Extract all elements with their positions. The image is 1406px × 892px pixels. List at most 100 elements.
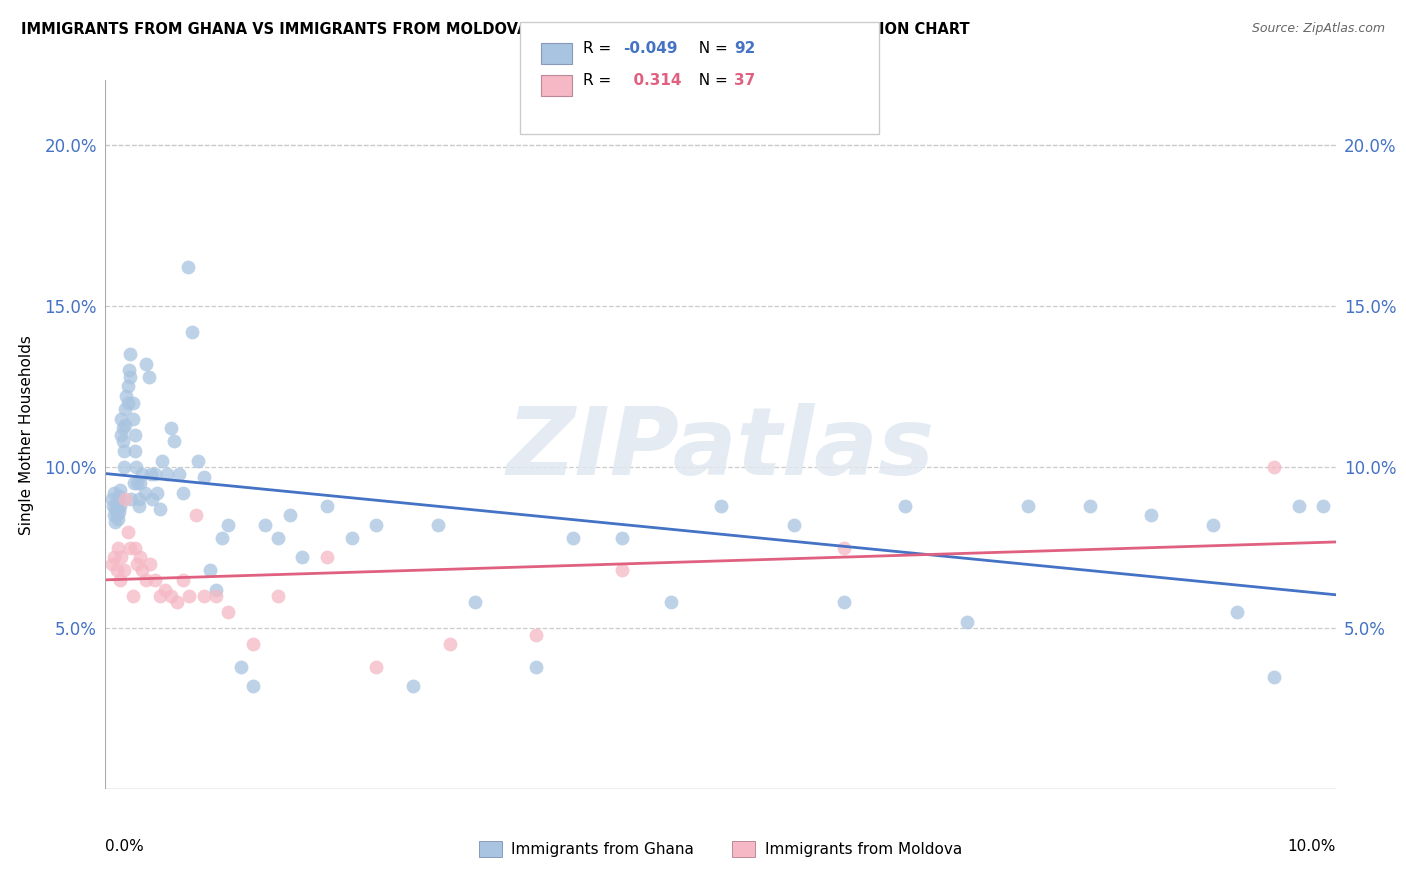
- Point: [108, 489, 131, 503]
- Point: [110, 428, 132, 442]
- Point: [143, 467, 166, 481]
- Point: [138, 369, 160, 384]
- Point: [661, 595, 683, 609]
- Point: [163, 434, 186, 449]
- Point: [135, 357, 157, 371]
- Point: [124, 444, 146, 458]
- Point: [110, 573, 132, 587]
- Point: [211, 531, 233, 545]
- Point: [114, 492, 136, 507]
- Text: R =: R =: [583, 73, 617, 88]
- Point: [832, 541, 855, 555]
- Point: [783, 518, 806, 533]
- Point: [120, 492, 142, 507]
- Point: [179, 589, 201, 603]
- Text: 37: 37: [734, 73, 755, 88]
- Point: [1312, 499, 1334, 513]
- Point: [129, 476, 152, 491]
- Point: [128, 492, 150, 507]
- Point: [832, 595, 855, 609]
- Point: [146, 486, 169, 500]
- Point: [1201, 518, 1223, 533]
- Point: [1263, 460, 1285, 475]
- Text: 92: 92: [734, 41, 755, 56]
- Point: [464, 595, 486, 609]
- Point: [172, 486, 194, 500]
- Point: [121, 589, 143, 603]
- Point: [114, 418, 136, 433]
- Text: 0.0%: 0.0%: [105, 839, 145, 854]
- Point: [229, 660, 252, 674]
- Point: [156, 467, 179, 481]
- Point: [115, 389, 138, 403]
- Point: [524, 660, 547, 674]
- Point: [439, 637, 461, 651]
- Point: [894, 499, 917, 513]
- Point: [198, 563, 221, 577]
- Point: [120, 347, 141, 361]
- Point: [187, 453, 209, 467]
- Point: [118, 363, 141, 377]
- Point: [112, 444, 135, 458]
- Point: [121, 411, 143, 425]
- Point: [104, 502, 127, 516]
- Point: [110, 411, 132, 425]
- Text: -0.049: -0.049: [623, 41, 678, 56]
- Point: [1017, 499, 1039, 513]
- Point: [114, 402, 136, 417]
- Point: [112, 460, 135, 475]
- Point: [105, 495, 128, 509]
- Point: [107, 511, 129, 525]
- Point: [612, 563, 634, 577]
- Point: [1263, 670, 1285, 684]
- Text: 0.314: 0.314: [623, 73, 682, 88]
- Point: [120, 369, 141, 384]
- Point: [218, 518, 240, 533]
- Point: [524, 628, 547, 642]
- Point: [1226, 605, 1249, 619]
- Point: [107, 492, 129, 507]
- Point: [105, 508, 128, 523]
- Text: ZIPatlas: ZIPatlas: [506, 403, 935, 495]
- Point: [169, 467, 191, 481]
- Legend: Immigrants from Ghana, Immigrants from Moldova: Immigrants from Ghana, Immigrants from M…: [474, 835, 967, 863]
- Point: [193, 589, 215, 603]
- Point: [139, 467, 162, 481]
- Point: [218, 605, 240, 619]
- Point: [186, 508, 208, 523]
- Point: [107, 541, 129, 555]
- Point: [149, 589, 172, 603]
- Point: [121, 395, 143, 409]
- Point: [127, 476, 149, 491]
- Point: [278, 508, 301, 523]
- Point: [366, 518, 388, 533]
- Point: [366, 660, 388, 674]
- Point: [111, 434, 134, 449]
- Point: [153, 582, 176, 597]
- Text: 10.0%: 10.0%: [1288, 839, 1336, 854]
- Point: [205, 589, 228, 603]
- Text: Source: ZipAtlas.com: Source: ZipAtlas.com: [1251, 22, 1385, 36]
- Point: [315, 499, 337, 513]
- Point: [193, 469, 215, 483]
- Point: [159, 421, 181, 435]
- Point: [340, 531, 363, 545]
- Point: [117, 524, 139, 539]
- Point: [100, 557, 122, 571]
- Point: [117, 395, 139, 409]
- Point: [134, 486, 156, 500]
- Point: [1288, 499, 1310, 513]
- Point: [111, 421, 134, 435]
- Point: [100, 492, 122, 507]
- Point: [104, 515, 127, 529]
- Point: [254, 518, 277, 533]
- Point: [267, 531, 290, 545]
- Point: [402, 679, 425, 693]
- Point: [129, 550, 152, 565]
- Point: [125, 460, 148, 475]
- Point: [242, 637, 264, 651]
- Point: [117, 379, 139, 393]
- Point: [150, 453, 173, 467]
- Point: [315, 550, 337, 565]
- Point: [1078, 499, 1101, 513]
